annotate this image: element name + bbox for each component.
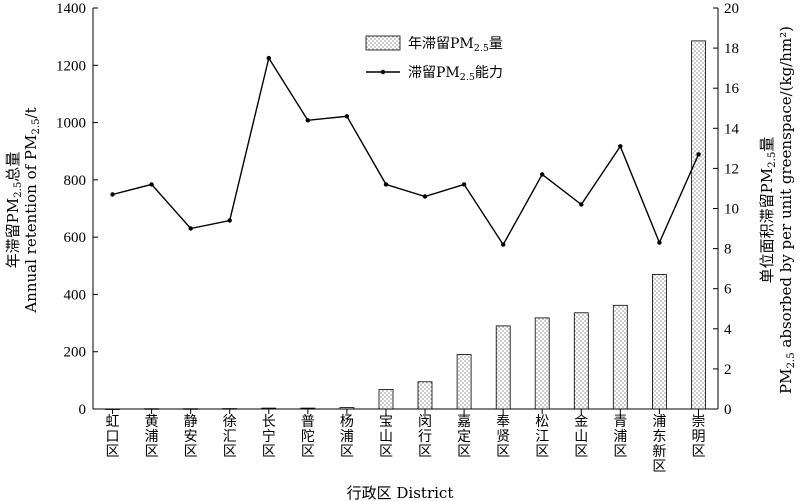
- bar-崇明区: [691, 40, 706, 410]
- category-label: 奉贤区: [496, 414, 510, 460]
- category-label: 杨浦区: [340, 414, 354, 460]
- line-point-松江区: [540, 172, 545, 177]
- line-point-浦东新区: [657, 240, 662, 245]
- right-tick-label: 20: [724, 1, 739, 17]
- left-tick-label: 800: [64, 173, 87, 189]
- right-axis-title-cn: 单位面积滞留PM2.5量: [758, 137, 778, 284]
- legend-swatch-bars: [365, 35, 401, 51]
- category-label: 徐汇区: [223, 414, 237, 460]
- right-tick-label: 4: [724, 322, 732, 338]
- right-tick-label: 12: [724, 161, 739, 177]
- bar-宝山区: [378, 389, 394, 410]
- line-point-金山区: [579, 202, 584, 207]
- category-label: 闵行区: [418, 414, 432, 460]
- labels-layer: 0 200 400 600 800 1000 1200 1400 0 2 4 6 8 10 12 14 16 18…: [4, 1, 797, 501]
- line-layer: [110, 55, 701, 247]
- category-label: 松江区: [535, 414, 549, 460]
- category-label: 浦东新区: [652, 414, 666, 475]
- bar-浦东新区: [652, 273, 667, 410]
- line-point-长宁区: [266, 55, 271, 61]
- line-point-闵行区: [422, 194, 428, 199]
- bar-奉贤区: [495, 325, 511, 410]
- category-label: 金山区: [574, 414, 588, 460]
- line-point-宝山区: [383, 182, 389, 187]
- bar-嘉定区: [456, 354, 472, 410]
- right-tick-label: 16: [724, 81, 740, 97]
- right-tick-label: 0: [724, 402, 732, 418]
- category-label: 青浦区: [613, 414, 627, 460]
- legend-label-bars: 年滞留PM2.5量: [408, 36, 503, 54]
- bars-layer: [105, 40, 706, 410]
- right-tick-label: 14: [724, 121, 740, 137]
- left-tick-label: 0: [79, 402, 87, 418]
- axes-layer: [92, 7, 719, 414]
- line-point-奉贤区: [501, 242, 506, 247]
- bar-金山区: [573, 312, 589, 410]
- left-tick-label: 1400: [56, 1, 86, 17]
- right-tick-label: 2: [724, 362, 732, 378]
- legend-label-line: 滞留PM2.5能力: [408, 65, 503, 83]
- category-label: 黄浦区: [145, 413, 159, 460]
- left-tick-label: 1200: [56, 58, 86, 74]
- left-tick-label: 600: [64, 230, 87, 246]
- line-point-虹口区: [110, 192, 115, 197]
- category-label: 宝山区: [379, 414, 393, 460]
- bar-松江区: [534, 317, 550, 410]
- category-label: 嘉定区: [457, 414, 471, 460]
- category-label: 静安区: [184, 414, 198, 460]
- right-tick-label: 6: [724, 282, 732, 298]
- left-tick-label: 1000: [56, 116, 86, 132]
- x-axis-title: 行政区 District: [347, 484, 454, 501]
- right-tick-label: 10: [724, 202, 739, 218]
- line-point-杨浦区: [344, 114, 350, 119]
- line-point-静安区: [188, 226, 193, 231]
- line-point-崇明区: [696, 152, 701, 157]
- line-point-黄浦区: [149, 182, 154, 187]
- line-point-徐汇区: [227, 218, 232, 223]
- left-tick-label: 400: [64, 287, 87, 303]
- right-tick-label: 18: [724, 41, 739, 57]
- category-label: 虹口区: [106, 414, 120, 460]
- line-point-嘉定区: [461, 182, 467, 187]
- category-label: 普陀区: [301, 414, 315, 460]
- right-axis-title-en: PM2.5 absorbed by per unit greenspace/(k…: [777, 26, 797, 394]
- line-point-青浦区: [618, 144, 623, 149]
- category-label: 崇明区: [691, 414, 705, 460]
- right-tick-label: 8: [724, 242, 732, 258]
- bar-闵行区: [417, 381, 433, 410]
- left-axis-title-en: Annual retention of PM2.5/t: [22, 107, 42, 313]
- category-label: 长宁区: [262, 414, 276, 460]
- left-axis-title-cn: 年滞留PM2.5总量: [4, 152, 24, 269]
- legend-swatch-marker: [380, 69, 386, 75]
- capacity-line: [112, 56, 700, 246]
- bar-青浦区: [612, 304, 628, 410]
- line-point-普陀区: [305, 118, 310, 123]
- left-tick-label: 200: [64, 345, 87, 361]
